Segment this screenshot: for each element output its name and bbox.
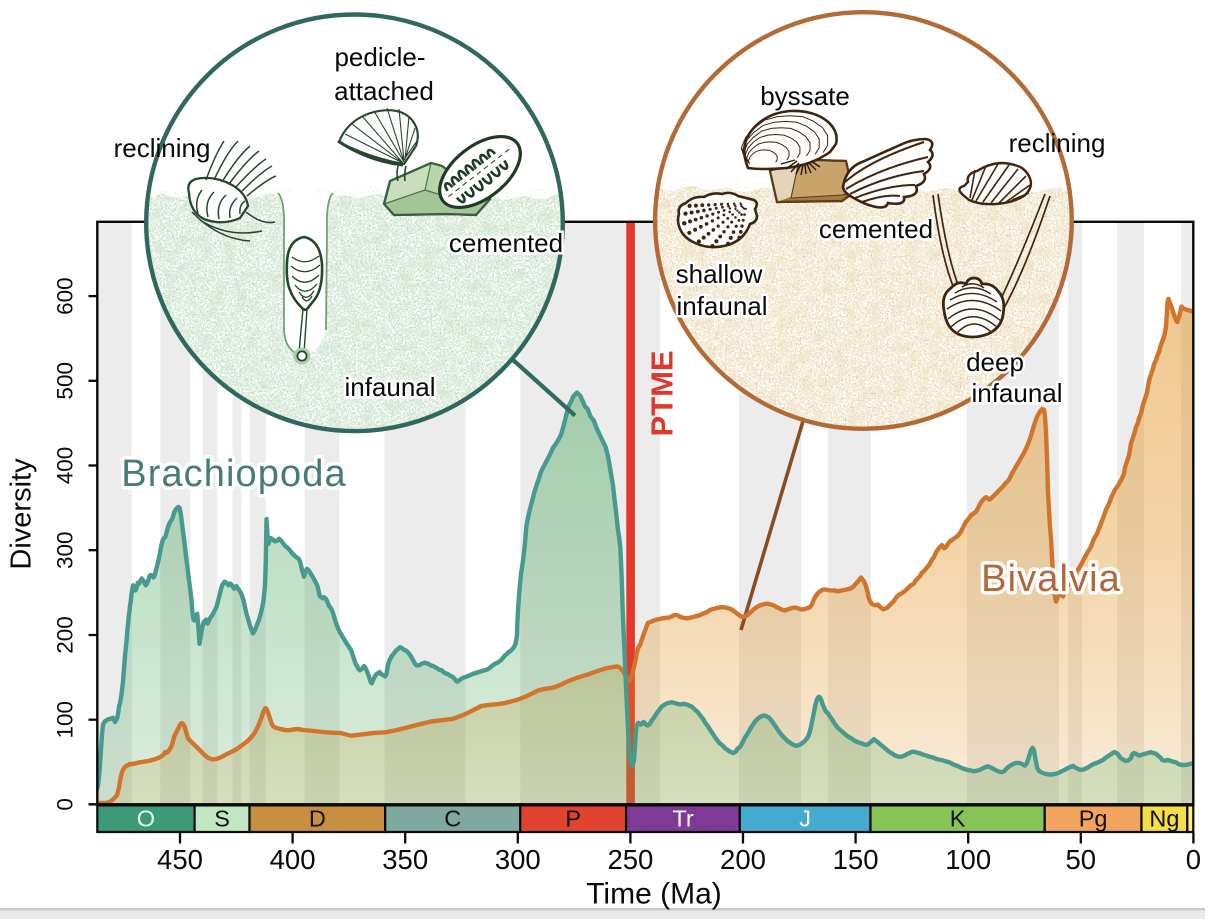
svg-text:250: 250 xyxy=(607,844,653,875)
svg-text:300: 300 xyxy=(495,844,541,875)
svg-text:600: 600 xyxy=(52,277,77,315)
svg-text:infaunal: infaunal xyxy=(676,291,767,321)
svg-text:cemented: cemented xyxy=(819,214,933,244)
svg-text:byssate: byssate xyxy=(760,81,850,111)
svg-text:shallow: shallow xyxy=(676,259,763,289)
svg-text:100: 100 xyxy=(52,701,77,739)
svg-text:200: 200 xyxy=(720,844,766,875)
svg-text:infaunal: infaunal xyxy=(971,378,1062,408)
svg-text:0: 0 xyxy=(52,798,77,811)
svg-text:reclining: reclining xyxy=(114,133,211,163)
svg-text:Bivalvia: Bivalvia xyxy=(981,558,1121,600)
svg-text:Pg: Pg xyxy=(1079,806,1108,832)
svg-text:D: D xyxy=(309,806,326,832)
svg-text:Time (Ma): Time (Ma) xyxy=(586,878,722,911)
svg-text:pedicle-: pedicle- xyxy=(334,42,425,72)
svg-text:K: K xyxy=(950,806,966,832)
svg-text:C: C xyxy=(444,806,461,832)
svg-text:50: 50 xyxy=(1066,844,1097,875)
svg-text:J: J xyxy=(799,806,811,832)
svg-text:infaunal: infaunal xyxy=(344,372,435,402)
svg-text:Ng: Ng xyxy=(1149,806,1179,832)
svg-text:200: 200 xyxy=(52,616,77,654)
svg-text:450: 450 xyxy=(157,844,203,875)
svg-text:reclining: reclining xyxy=(1009,128,1106,158)
svg-text:attached: attached xyxy=(334,76,434,106)
svg-text:500: 500 xyxy=(52,362,77,400)
svg-text:350: 350 xyxy=(382,844,428,875)
svg-text:150: 150 xyxy=(833,844,879,875)
svg-text:O: O xyxy=(137,806,155,832)
svg-text:P: P xyxy=(565,806,581,832)
svg-text:400: 400 xyxy=(52,447,77,485)
svg-text:Tr: Tr xyxy=(672,806,693,832)
svg-text:PTME: PTME xyxy=(645,350,680,436)
svg-text:deep: deep xyxy=(966,347,1024,377)
svg-text:S: S xyxy=(214,806,230,832)
svg-text:400: 400 xyxy=(270,844,316,875)
svg-text:300: 300 xyxy=(52,531,77,569)
svg-text:Diversity: Diversity xyxy=(6,458,38,570)
svg-text:cemented: cemented xyxy=(449,228,563,258)
svg-text:0: 0 xyxy=(1186,844,1201,875)
svg-text:100: 100 xyxy=(945,844,991,875)
svg-text:Brachiopoda: Brachiopoda xyxy=(121,453,346,495)
